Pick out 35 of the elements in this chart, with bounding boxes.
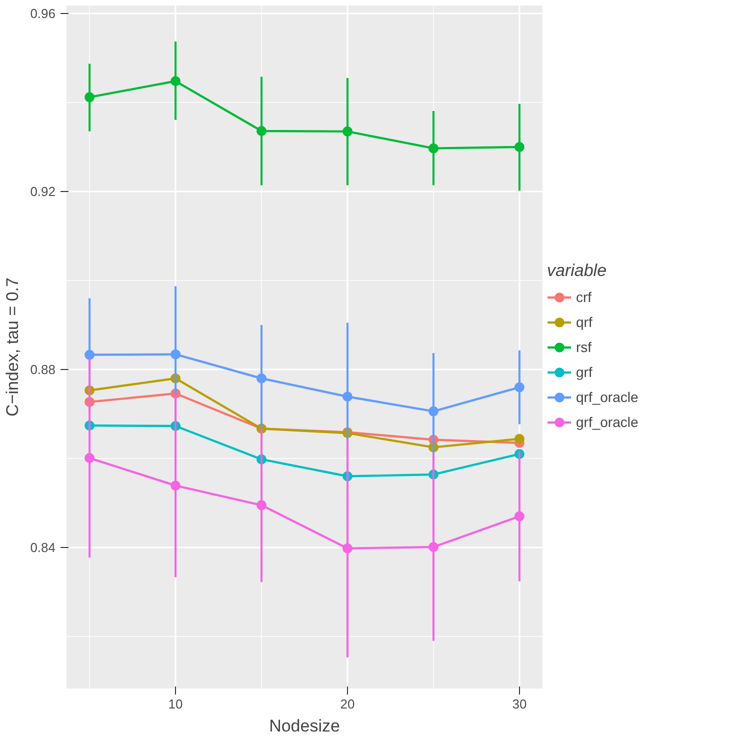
legend-label: crf (576, 288, 593, 304)
legend-label: grf (576, 364, 594, 380)
x-axis-title: Nodesize (269, 716, 340, 736)
x-tick-label: 10 (168, 696, 183, 712)
point (170, 349, 181, 360)
legend-label: grf_oracle (576, 414, 638, 430)
y-tick-label: 0.96 (30, 6, 56, 22)
point (84, 350, 95, 360)
y-tick-label: 0.88 (30, 362, 56, 377)
point (256, 373, 267, 384)
point (514, 142, 524, 152)
x-tick-label: 20 (340, 696, 355, 712)
point (84, 92, 95, 102)
point (84, 453, 95, 464)
point (256, 126, 267, 136)
point (514, 382, 524, 392)
legend-title: variable (547, 260, 608, 280)
point (342, 392, 352, 402)
point (170, 480, 181, 491)
legend-label: qrf_oracle (576, 388, 638, 404)
point (342, 543, 352, 554)
point (514, 511, 524, 522)
y-tick-label: 0.92 (30, 184, 56, 199)
point (428, 542, 438, 552)
point (256, 500, 267, 510)
point (170, 76, 181, 86)
point (342, 126, 352, 136)
point (428, 406, 438, 416)
legend-label: qrf (576, 314, 594, 330)
point (514, 434, 524, 444)
legend-label: rsf (576, 338, 593, 354)
point (428, 143, 438, 154)
x-tick-label: 30 (512, 696, 527, 712)
y-axis-title: C−index, tau = 0.7 (3, 278, 22, 416)
y-tick-label: 0.84 (30, 540, 56, 555)
